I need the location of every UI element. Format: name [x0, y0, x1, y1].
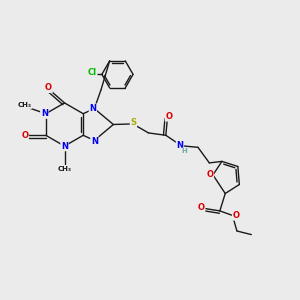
Text: S: S — [130, 118, 136, 127]
Text: O: O — [232, 211, 239, 220]
Text: O: O — [21, 131, 28, 140]
Text: O: O — [198, 202, 205, 211]
Text: O: O — [165, 112, 172, 121]
Text: O: O — [45, 83, 52, 92]
Text: N: N — [41, 109, 48, 118]
Text: O: O — [206, 170, 213, 179]
Text: CH₃: CH₃ — [58, 166, 71, 172]
Text: N: N — [176, 141, 183, 150]
Text: Cl: Cl — [88, 68, 97, 77]
Text: N: N — [61, 142, 68, 151]
Text: CH₃: CH₃ — [18, 102, 32, 108]
Text: N: N — [89, 104, 96, 113]
Text: N: N — [91, 136, 98, 146]
Text: H: H — [182, 148, 187, 154]
